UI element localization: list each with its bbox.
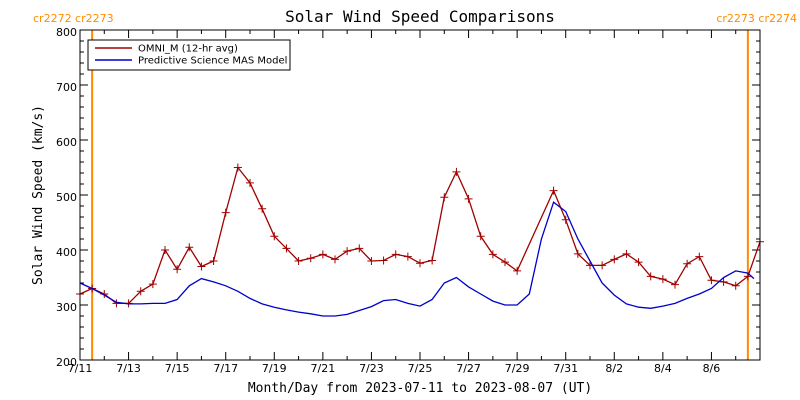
- x-tick-label: 7/23: [359, 362, 384, 375]
- data-point-marker: [246, 178, 254, 187]
- legend-label: OMNI_M (12-hr avg): [138, 44, 238, 55]
- legend-box: [87, 39, 291, 71]
- data-point-marker: [634, 258, 643, 267]
- x-tick-label: 8/2: [605, 362, 623, 375]
- data-point-marker: [391, 250, 400, 259]
- x-axis-title: Month/Day from 2023-07-11 to 2023-08-07 …: [248, 381, 592, 396]
- x-tick-label: 7/11: [68, 362, 93, 375]
- data-point-marker: [136, 287, 145, 296]
- data-point-marker: [403, 252, 412, 261]
- x-tick-label: 7/29: [505, 362, 530, 375]
- data-point-marker: [185, 243, 194, 252]
- legend: OMNI_M (12-hr avg)Predictive Science MAS…: [87, 39, 291, 71]
- carrington-rotation-label: cr2273 cr2274: [716, 12, 797, 25]
- data-point-marker: [294, 257, 303, 265]
- data-point-marker: [731, 281, 740, 290]
- data-point-marker: [719, 277, 728, 286]
- data-point-marker: [173, 265, 182, 274]
- data-point-marker: [282, 244, 291, 253]
- data-point-marker: [501, 258, 509, 267]
- x-tick-label: 8/4: [654, 362, 672, 375]
- chart-title: Solar Wind Speed Comparisons: [285, 7, 555, 26]
- carrington-markers: cr2272 cr2273 cr2273 cr2274: [33, 12, 797, 360]
- data-point-marker: [610, 255, 619, 264]
- data-point-marker: [270, 232, 279, 241]
- x-tick-label: 7/25: [408, 362, 433, 375]
- carrington-rotation-label: cr2272 cr2273: [33, 12, 114, 25]
- y-tick-label: 400: [56, 246, 77, 259]
- y-tick-label: 800: [56, 26, 77, 39]
- data-point-marker: [561, 215, 570, 224]
- data-point-marker: [646, 272, 655, 281]
- y-tick-label: 700: [56, 81, 77, 94]
- data-point-marker: [161, 246, 169, 254]
- x-tick-label: 7/27: [456, 362, 481, 375]
- data-point-marker: [452, 167, 461, 176]
- data-point-marker: [476, 232, 485, 241]
- data-point-marker: [440, 193, 449, 202]
- legend-label: Predictive Science MAS Model: [138, 56, 287, 67]
- data-point-marker: [416, 259, 424, 268]
- series-line-mas-model: [79, 201, 755, 317]
- data-point-marker: [428, 256, 437, 265]
- data-point-marker: [197, 262, 206, 271]
- data-point-marker: [258, 204, 267, 213]
- data-point-marker: [622, 249, 631, 258]
- data-point-marker: [367, 257, 376, 265]
- data-point-marker: [209, 257, 218, 265]
- data-point-marker: [695, 252, 704, 261]
- data-point-marker: [683, 259, 692, 268]
- data-point-marker: [671, 280, 679, 289]
- series-layer: [76, 163, 764, 317]
- axis-ticks: 200 300 400 500 600 700 800 7/11 7/13 7/15 7/17 7/1…: [56, 26, 760, 375]
- data-point-marker: [598, 261, 607, 270]
- data-point-marker: [306, 254, 315, 263]
- x-tick-label: 7/15: [165, 362, 190, 375]
- data-point-marker: [221, 208, 230, 217]
- plot-frame: [79, 29, 761, 361]
- x-tick-label: 7/19: [262, 362, 287, 375]
- y-tick-label: 500: [56, 191, 77, 204]
- x-tick-label: 7/21: [311, 362, 336, 375]
- data-point-marker: [112, 299, 121, 308]
- x-tick-label: 7/17: [213, 362, 238, 375]
- data-point-marker: [464, 194, 473, 203]
- x-tick-label: 8/6: [703, 362, 721, 375]
- data-point-marker: [331, 255, 339, 264]
- data-point-marker: [343, 247, 352, 256]
- data-point-marker: [233, 163, 242, 172]
- y-tick-label: 200: [56, 356, 77, 369]
- data-point-marker: [549, 186, 558, 195]
- data-point-marker: [488, 250, 497, 259]
- y-tick-label: 600: [56, 136, 77, 149]
- series-line-omni: [79, 166, 761, 305]
- data-point-marker: [707, 276, 716, 285]
- data-point-marker: [658, 275, 667, 284]
- y-axis-title: Solar Wind Speed (km/s): [31, 105, 46, 285]
- x-tick-label: 7/31: [553, 362, 578, 375]
- data-point-marker: [318, 250, 327, 259]
- y-tick-label: 300: [56, 301, 77, 314]
- data-point-marker: [379, 256, 388, 265]
- x-tick-label: 7/13: [116, 362, 141, 375]
- data-point-marker: [513, 266, 522, 275]
- data-point-marker: [148, 280, 157, 289]
- data-point-marker: [573, 249, 582, 258]
- data-point-marker: [355, 244, 364, 253]
